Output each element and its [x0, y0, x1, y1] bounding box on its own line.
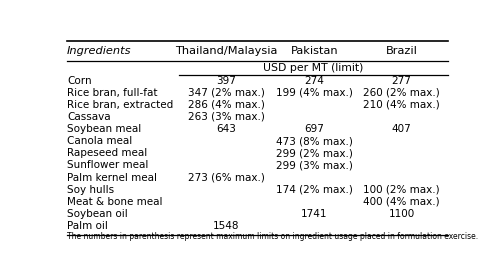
Text: 400 (4% max.): 400 (4% max.)	[363, 197, 440, 207]
Text: Canola meal: Canola meal	[67, 136, 132, 146]
Text: The numbers in parenthesis represent maximum limits on ingredient usage placed i: The numbers in parenthesis represent max…	[67, 232, 478, 241]
Text: Thailand/Malaysia: Thailand/Malaysia	[175, 46, 278, 56]
Text: 277: 277	[392, 76, 411, 86]
Text: Soy hulls: Soy hulls	[67, 185, 114, 195]
Text: 473 (8% max.): 473 (8% max.)	[276, 136, 353, 146]
Text: Pakistan: Pakistan	[290, 46, 338, 56]
Text: Soybean meal: Soybean meal	[67, 124, 142, 134]
Text: Rapeseed meal: Rapeseed meal	[67, 148, 148, 158]
Text: Sunflower meal: Sunflower meal	[67, 160, 148, 170]
Text: Palm kernel meal: Palm kernel meal	[67, 172, 157, 182]
Text: Corn: Corn	[67, 76, 92, 86]
Text: USD per MT (limit): USD per MT (limit)	[263, 63, 364, 73]
Text: 1741: 1741	[301, 209, 328, 219]
Text: 210 (4% max.): 210 (4% max.)	[363, 100, 440, 110]
Text: 397: 397	[216, 76, 236, 86]
Text: 347 (2% max.): 347 (2% max.)	[188, 88, 264, 98]
Text: 274: 274	[304, 76, 324, 86]
Text: 643: 643	[216, 124, 236, 134]
Text: 1548: 1548	[213, 221, 240, 231]
Text: Soybean oil: Soybean oil	[67, 209, 128, 219]
Text: Palm oil: Palm oil	[67, 221, 108, 231]
Text: 273 (6% max.): 273 (6% max.)	[188, 172, 264, 182]
Text: 174 (2% max.): 174 (2% max.)	[276, 185, 353, 195]
Text: 1100: 1100	[388, 209, 414, 219]
Text: 407: 407	[392, 124, 411, 134]
Text: Rice bran, full-fat: Rice bran, full-fat	[67, 88, 158, 98]
Text: Cassava: Cassava	[67, 112, 111, 122]
Text: Rice bran, extracted: Rice bran, extracted	[67, 100, 174, 110]
Text: Brazil: Brazil	[386, 46, 418, 56]
Text: 260 (2% max.): 260 (2% max.)	[363, 88, 440, 98]
Text: 286 (4% max.): 286 (4% max.)	[188, 100, 264, 110]
Text: 100 (2% max.): 100 (2% max.)	[363, 185, 440, 195]
Text: 263 (3% max.): 263 (3% max.)	[188, 112, 264, 122]
Text: Meat & bone meal: Meat & bone meal	[67, 197, 162, 207]
Text: 199 (4% max.): 199 (4% max.)	[276, 88, 353, 98]
Text: 299 (3% max.): 299 (3% max.)	[276, 160, 353, 170]
Text: 697: 697	[304, 124, 324, 134]
Text: Ingredients: Ingredients	[67, 46, 132, 56]
Text: 299 (2% max.): 299 (2% max.)	[276, 148, 353, 158]
